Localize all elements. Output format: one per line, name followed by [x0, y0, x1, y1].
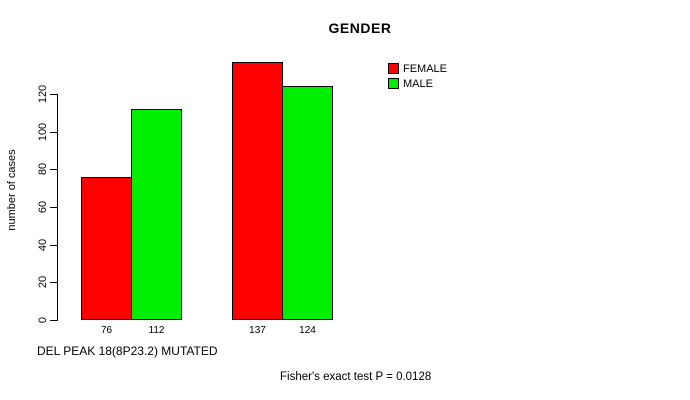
legend-swatch-male [388, 78, 399, 89]
bar-male-group-2 [282, 86, 333, 320]
x-axis-label: DEL PEAK 18(8P23.2) MUTATED [37, 344, 218, 358]
y-tick [50, 132, 57, 133]
legend-swatch-female [388, 63, 399, 74]
y-tick [50, 169, 57, 170]
y-tick-label: 120 [37, 84, 49, 104]
bar-value-label: 124 [299, 325, 316, 336]
bar-value-label: 112 [148, 325, 165, 336]
bar-female-group-2 [232, 62, 283, 320]
legend-label: MALE [403, 77, 433, 90]
y-tick-label: 100 [37, 122, 49, 142]
y-axis-line [57, 94, 58, 321]
y-tick-label: 60 [37, 200, 49, 214]
bar-female-group-1 [81, 177, 132, 320]
legend-row-male: MALE [388, 76, 447, 91]
y-axis-label: number of cases [6, 149, 18, 231]
chart-title: GENDER [328, 20, 392, 36]
y-tick-label: 80 [37, 162, 49, 176]
y-tick-label: 40 [37, 238, 49, 252]
y-tick [50, 245, 57, 246]
fisher-test-annotation: Fisher's exact test P = 0.0128 [280, 371, 432, 383]
legend: FEMALE MALE [388, 61, 447, 91]
bar-value-label: 76 [100, 325, 113, 336]
y-tick [50, 207, 57, 208]
y-tick-label: 20 [37, 275, 49, 289]
legend-row-female: FEMALE [388, 61, 447, 76]
legend-label: FEMALE [403, 62, 448, 75]
y-tick [50, 320, 57, 321]
y-tick [50, 282, 57, 283]
y-tick-label: 0 [37, 316, 49, 324]
bar-value-label: 137 [249, 325, 266, 336]
y-tick [50, 94, 57, 95]
bar-male-group-1 [131, 109, 182, 320]
